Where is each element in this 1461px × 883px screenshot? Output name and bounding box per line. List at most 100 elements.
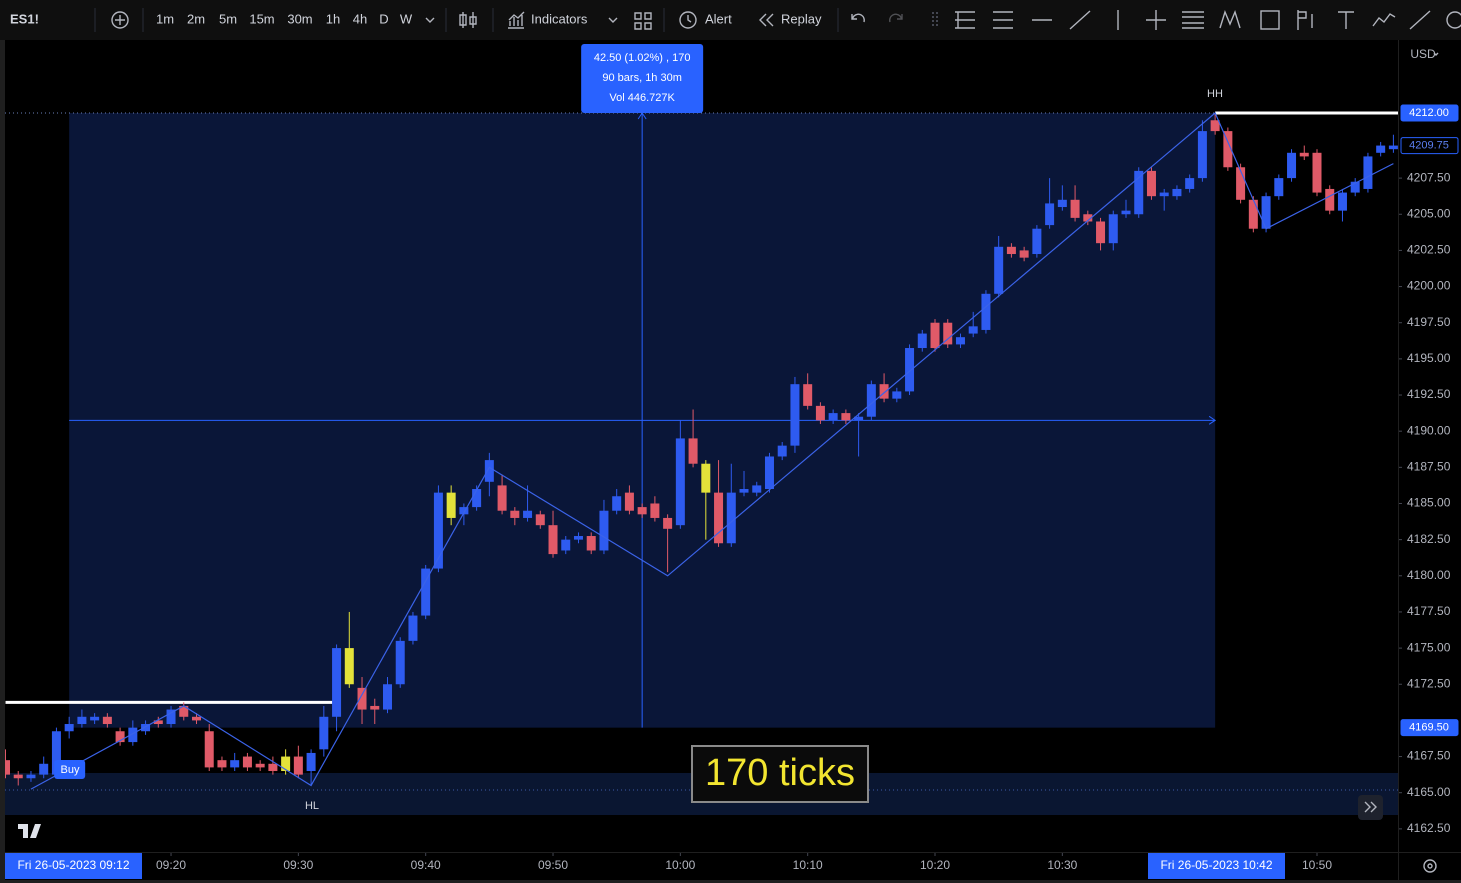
y-tick-label: 4162.50 bbox=[1407, 821, 1451, 835]
candle-body bbox=[1337, 192, 1347, 211]
ticks-box bbox=[691, 745, 869, 803]
add-symbol-button[interactable] bbox=[111, 11, 129, 29]
candle-body bbox=[892, 391, 902, 399]
interval-button[interactable]: 30m bbox=[287, 11, 312, 26]
chart-type-button[interactable] bbox=[459, 12, 477, 28]
more-tools[interactable] bbox=[1446, 11, 1461, 29]
candle-body bbox=[421, 568, 431, 616]
indicators-dropdown[interactable] bbox=[608, 17, 618, 23]
time-highlight-label: Fri 26-05-2023 10:42 bbox=[1160, 858, 1272, 872]
candle-body bbox=[905, 348, 915, 392]
logo[interactable] bbox=[18, 824, 41, 838]
candle-body bbox=[281, 756, 291, 772]
under-layer bbox=[5, 112, 1398, 728]
indicators-button[interactable]: Indicators bbox=[531, 11, 588, 26]
buy-label bbox=[54, 760, 86, 779]
plot-layer bbox=[5, 111, 1398, 815]
candle-body bbox=[90, 716, 100, 721]
candle-body bbox=[1108, 214, 1118, 244]
candle-body bbox=[943, 322, 953, 345]
candle-body bbox=[64, 724, 74, 732]
undo-button[interactable] bbox=[851, 13, 865, 23]
y-tick-label: 4195.00 bbox=[1407, 351, 1451, 365]
candle-body bbox=[1274, 178, 1284, 197]
trend-line-tool[interactable] bbox=[1069, 10, 1091, 30]
symbol[interactable]: ES1! bbox=[10, 11, 39, 26]
alert-button[interactable]: Alert bbox=[705, 11, 732, 26]
candle-body bbox=[968, 326, 978, 334]
y-tick-label: 4192.50 bbox=[1407, 387, 1451, 401]
interval-button[interactable]: D bbox=[379, 11, 388, 26]
interval-button[interactable]: 15m bbox=[249, 11, 274, 26]
y-tick-label: 4197.50 bbox=[1407, 315, 1451, 329]
candle-body bbox=[1261, 196, 1271, 229]
interval-button[interactable]: W bbox=[400, 11, 413, 26]
forecast-tool[interactable] bbox=[1372, 13, 1396, 27]
candle-body bbox=[561, 539, 571, 551]
interval-button[interactable]: 1h bbox=[326, 11, 340, 26]
candle-body bbox=[141, 724, 151, 732]
interval-button[interactable]: 1m bbox=[156, 11, 174, 26]
settings-button[interactable] bbox=[1423, 859, 1437, 873]
replay-button[interactable]: Replay bbox=[781, 11, 822, 26]
candle-body bbox=[510, 510, 520, 518]
candle-body bbox=[790, 384, 800, 446]
redo-button[interactable] bbox=[889, 13, 903, 23]
candle-body bbox=[357, 687, 367, 710]
alert-icon bbox=[679, 11, 697, 29]
candle-body bbox=[1287, 152, 1297, 179]
candle-body bbox=[573, 536, 583, 540]
candle-body bbox=[1159, 192, 1169, 197]
candle-body bbox=[484, 460, 494, 482]
interval-button[interactable]: 5m bbox=[219, 11, 237, 26]
y-tick-label: 4177.50 bbox=[1407, 604, 1451, 618]
candle-body bbox=[446, 492, 456, 518]
measure-label-box bbox=[581, 44, 704, 113]
cross-line-tool[interactable] bbox=[1146, 10, 1166, 30]
candle-body bbox=[382, 684, 392, 710]
candle-body bbox=[242, 756, 252, 768]
brush-tool[interactable] bbox=[1409, 10, 1431, 30]
y-tick-label: 4187.50 bbox=[1407, 460, 1451, 474]
price-label: 4212.00 bbox=[1409, 107, 1449, 119]
candle-body bbox=[1223, 131, 1233, 168]
candle-body bbox=[1032, 228, 1042, 255]
candle-body bbox=[663, 517, 673, 529]
interval-button[interactable]: 2m bbox=[187, 11, 205, 26]
interval-dropdown[interactable] bbox=[425, 17, 435, 23]
gann-tool[interactable] bbox=[993, 11, 1013, 29]
indicators-icon bbox=[508, 11, 525, 29]
x-tick-label: 10:00 bbox=[665, 858, 695, 872]
candle-body bbox=[77, 716, 87, 725]
pattern-tool[interactable] bbox=[1219, 9, 1241, 29]
candle-body bbox=[255, 763, 265, 768]
settings-icon-center bbox=[1427, 863, 1433, 869]
shape-tool[interactable] bbox=[1260, 10, 1280, 30]
layouts-button[interactable] bbox=[634, 12, 652, 30]
candle-body bbox=[1070, 199, 1080, 218]
candle-body bbox=[841, 413, 851, 421]
interval-button[interactable]: 4h bbox=[353, 11, 367, 26]
add-symbol-icon bbox=[115, 15, 125, 25]
candle-body bbox=[230, 760, 240, 768]
y-tick-label: 4175.00 bbox=[1407, 640, 1451, 654]
y-tick-label: 4185.00 bbox=[1407, 496, 1451, 510]
candle-body bbox=[39, 763, 49, 775]
pivot-label: HL bbox=[305, 800, 319, 812]
candle-body bbox=[1083, 214, 1093, 222]
candle-body bbox=[153, 720, 163, 725]
currency-label[interactable]: USD bbox=[1410, 47, 1436, 61]
fib-tool[interactable] bbox=[955, 11, 975, 29]
currency-dropdown bbox=[1433, 52, 1439, 56]
projection-tool[interactable] bbox=[1297, 10, 1313, 30]
candle-body bbox=[1210, 120, 1220, 132]
candle-body bbox=[599, 510, 609, 551]
candle-body bbox=[459, 507, 469, 515]
channel-tool[interactable] bbox=[1182, 11, 1204, 29]
candle-body bbox=[1134, 170, 1144, 215]
candle-body bbox=[739, 489, 749, 493]
candle-body bbox=[166, 709, 176, 725]
scroll-to-end-button[interactable] bbox=[1358, 795, 1383, 820]
text-tool[interactable] bbox=[1338, 11, 1354, 29]
